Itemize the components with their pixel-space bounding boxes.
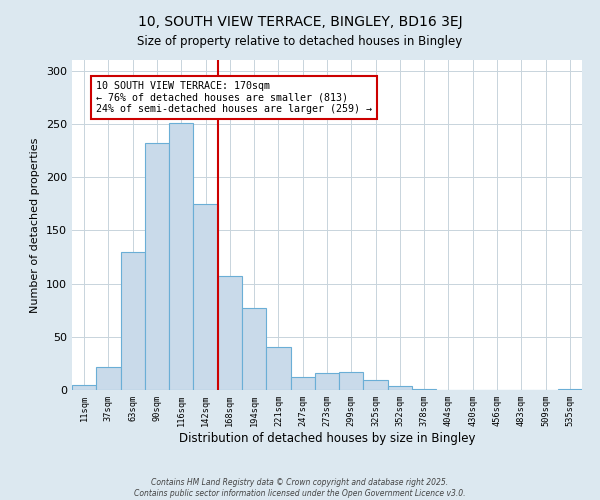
- Bar: [242, 308, 266, 390]
- Bar: [96, 366, 121, 390]
- X-axis label: Distribution of detached houses by size in Bingley: Distribution of detached houses by size …: [179, 432, 475, 445]
- Bar: [412, 389, 436, 390]
- Text: Size of property relative to detached houses in Bingley: Size of property relative to detached ho…: [137, 35, 463, 48]
- Text: 10 SOUTH VIEW TERRACE: 170sqm
← 76% of detached houses are smaller (813)
24% of : 10 SOUTH VIEW TERRACE: 170sqm ← 76% of d…: [96, 82, 372, 114]
- Bar: [558, 389, 582, 390]
- Bar: [193, 204, 218, 390]
- Bar: [290, 377, 315, 390]
- Bar: [315, 373, 339, 390]
- Bar: [121, 252, 145, 390]
- Bar: [145, 143, 169, 390]
- Bar: [72, 384, 96, 390]
- Text: Contains HM Land Registry data © Crown copyright and database right 2025.
Contai: Contains HM Land Registry data © Crown c…: [134, 478, 466, 498]
- Text: 10, SOUTH VIEW TERRACE, BINGLEY, BD16 3EJ: 10, SOUTH VIEW TERRACE, BINGLEY, BD16 3E…: [137, 15, 463, 29]
- Bar: [218, 276, 242, 390]
- Y-axis label: Number of detached properties: Number of detached properties: [31, 138, 40, 312]
- Bar: [388, 386, 412, 390]
- Bar: [339, 372, 364, 390]
- Bar: [364, 380, 388, 390]
- Bar: [169, 123, 193, 390]
- Bar: [266, 348, 290, 390]
